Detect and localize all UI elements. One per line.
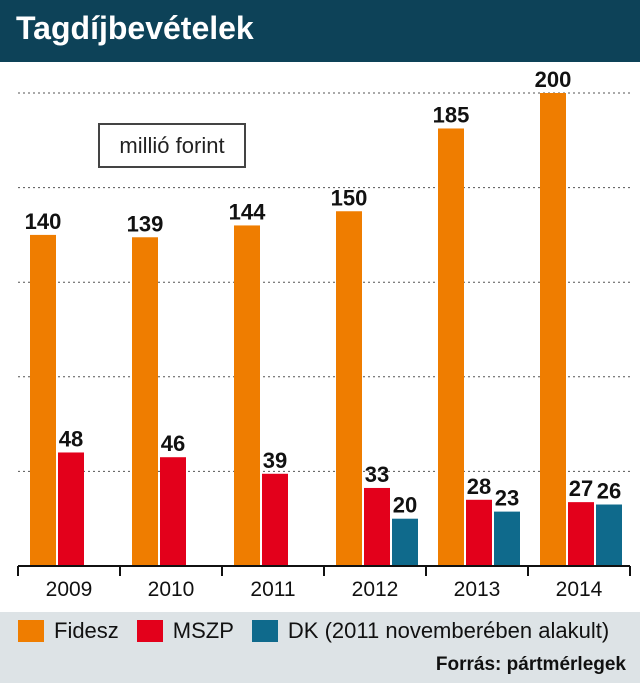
- legend-band: [0, 612, 640, 683]
- bar-fidesz-2013: [438, 128, 464, 566]
- source-note: Forrás: pártmérlegek: [435, 654, 626, 675]
- bar-dk-2014: [596, 504, 622, 566]
- bar-dk-2012: [392, 518, 418, 566]
- data-label: 23: [495, 486, 519, 511]
- data-label: 20: [393, 493, 417, 518]
- unit-label: millió forint: [98, 123, 246, 168]
- bar-fidesz-2014: [540, 93, 566, 566]
- title-bar: Tagdíjbevételek: [0, 0, 640, 62]
- data-label: 150: [331, 185, 368, 210]
- legend-item-mszp: MSZP: [136, 618, 234, 644]
- data-label: 33: [365, 462, 389, 487]
- chart-title: Tagdíjbevételek: [16, 10, 254, 46]
- data-label: 140: [25, 209, 62, 234]
- bar-dk-2013: [494, 511, 520, 566]
- legend-swatch-dk: [251, 620, 278, 642]
- x-tick-label: 2011: [250, 578, 295, 601]
- bar-fidesz-2009: [30, 234, 56, 566]
- x-tick-label: 2012: [352, 578, 399, 601]
- data-label: 48: [59, 426, 83, 451]
- data-label: 27: [569, 476, 593, 501]
- legend-item-dk: DK (2011 novemberében alakult): [251, 618, 610, 644]
- bar-fidesz-2012: [336, 211, 362, 566]
- legend-label-fidesz: Fidesz: [54, 618, 119, 643]
- bar-mszp-2009: [58, 452, 84, 566]
- data-label: 28: [467, 474, 491, 499]
- bar-mszp-2012: [364, 487, 390, 566]
- legend-label-mszp: MSZP: [172, 618, 234, 643]
- legend-label-dk: DK (2011 novemberében alakult): [287, 618, 610, 643]
- bar-mszp-2011: [262, 473, 288, 566]
- data-label: 46: [161, 431, 185, 456]
- legend-swatch-fidesz: [18, 620, 44, 642]
- bar-fidesz-2011: [234, 225, 260, 566]
- legend-swatch-mszp: [136, 620, 163, 642]
- bar-mszp-2014: [568, 502, 594, 566]
- data-label: 200: [535, 67, 572, 92]
- x-tick-label: 2009: [46, 578, 93, 601]
- x-tick-label: 2013: [454, 578, 501, 601]
- data-label: 144: [229, 199, 266, 224]
- x-tick-label: 2014: [556, 578, 603, 601]
- data-label: 26: [597, 479, 621, 504]
- bar-mszp-2013: [466, 499, 492, 566]
- x-tick-label: 2010: [148, 578, 195, 601]
- data-label: 185: [433, 102, 470, 127]
- data-label: 39: [263, 448, 287, 473]
- legend-item-fidesz: Fidesz: [18, 618, 119, 644]
- bar-mszp-2010: [160, 457, 186, 566]
- legend: Fidesz MSZP DK (2011 novemberében alakul…: [18, 618, 627, 644]
- bar-fidesz-2010: [132, 237, 158, 566]
- data-label: 139: [127, 211, 164, 236]
